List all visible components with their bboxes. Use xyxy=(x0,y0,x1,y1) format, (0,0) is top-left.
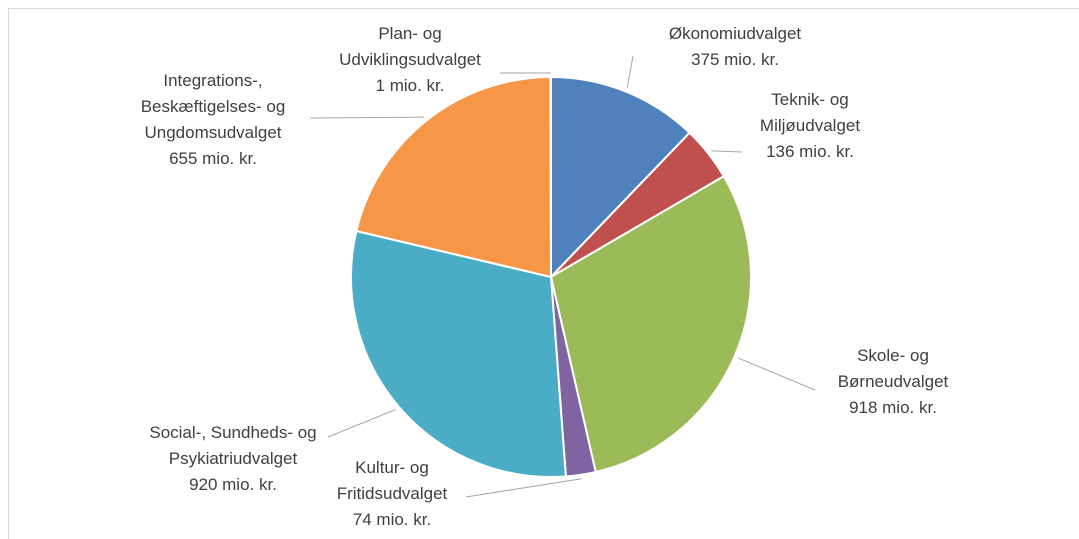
category-label: Plan- og Udviklingsudvalget xyxy=(339,24,481,69)
leader-line xyxy=(309,116,425,119)
pie-slice xyxy=(355,75,553,279)
pie-slice xyxy=(550,75,691,280)
value-label: 375 mio. kr. xyxy=(691,50,779,69)
leader-line xyxy=(738,357,816,391)
leader-line xyxy=(626,55,634,88)
leader-line xyxy=(711,150,743,153)
value-label: 655 mio. kr. xyxy=(169,149,257,168)
leader-line xyxy=(327,408,397,438)
value-label: 74 mio. kr. xyxy=(352,510,432,529)
category-label: Teknik- og Miljøudvalget xyxy=(759,90,861,135)
pie-slice xyxy=(350,229,567,478)
category-label: Kultur- og Fritidsudvalget xyxy=(336,458,448,503)
category-label: Integrations-, Beskæftigelses- og Ungdom… xyxy=(140,71,286,142)
value-label: 918 mio. kr. xyxy=(849,398,937,417)
leader-line xyxy=(465,478,582,498)
category-label: Økonomiudvalget xyxy=(668,24,802,43)
category-label: Skole- og Børneudvalget xyxy=(837,346,949,391)
category-label: Social-, Sundheds- og Psykiatriudvalget xyxy=(149,423,317,468)
chart-frame xyxy=(8,8,1079,539)
value-label: 920 mio. kr. xyxy=(189,475,277,494)
value-label: 1 mio. kr. xyxy=(375,76,445,95)
value-label: 136 mio. kr. xyxy=(766,142,854,161)
pie-slice xyxy=(549,174,752,474)
